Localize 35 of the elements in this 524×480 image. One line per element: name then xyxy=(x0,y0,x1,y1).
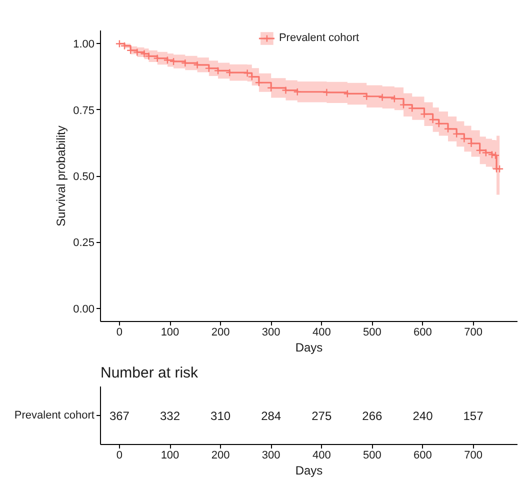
x-tick-label: 500 xyxy=(363,450,382,462)
x-tick-label: 200 xyxy=(211,450,230,462)
data-label: 157 xyxy=(463,409,484,423)
x-axis-title: Days xyxy=(295,340,323,354)
data-label: 240 xyxy=(412,409,434,423)
x-tick-label: 400 xyxy=(312,326,331,338)
y-tick-label: 0.50 xyxy=(73,171,95,183)
x-tick-label: 100 xyxy=(160,326,180,338)
legend-label: Prevalent cohort xyxy=(278,31,360,46)
x-tick-label: 700 xyxy=(464,326,482,338)
x-tick-label: 500 xyxy=(363,326,382,338)
x-tick-label: 300 xyxy=(262,450,280,462)
x-tick-label: 0 xyxy=(116,326,123,338)
y-tick-label: Prevalent cohort xyxy=(14,410,95,422)
x-tick-label: 600 xyxy=(414,450,432,462)
y-tick-label: 1.00 xyxy=(73,38,95,51)
x-tick-label: 400 xyxy=(312,450,331,462)
data-label: 275 xyxy=(312,409,332,423)
y-tick-label: 0.75 xyxy=(73,104,95,117)
data-label: 367 xyxy=(109,409,130,423)
x-tick-label: 200 xyxy=(211,326,230,338)
data-label: 332 xyxy=(160,409,180,423)
y-tick-label: 0.25 xyxy=(73,237,95,250)
y-tick-label: 0.00 xyxy=(73,303,95,316)
x-tick-label: 300 xyxy=(262,326,280,338)
x-tick-label: 700 xyxy=(464,450,482,462)
x-tick-label: 0 xyxy=(116,450,123,462)
y-axis-title: Survival probability xyxy=(54,126,68,226)
x-tick-label: 600 xyxy=(414,326,432,338)
data-label: 284 xyxy=(261,409,282,423)
data-label: 266 xyxy=(362,409,383,423)
x-axis-title: Days xyxy=(295,464,323,478)
x-tick-label: 100 xyxy=(160,450,180,462)
chart-title: Number at risk xyxy=(100,364,199,382)
data-label: 310 xyxy=(210,409,231,423)
